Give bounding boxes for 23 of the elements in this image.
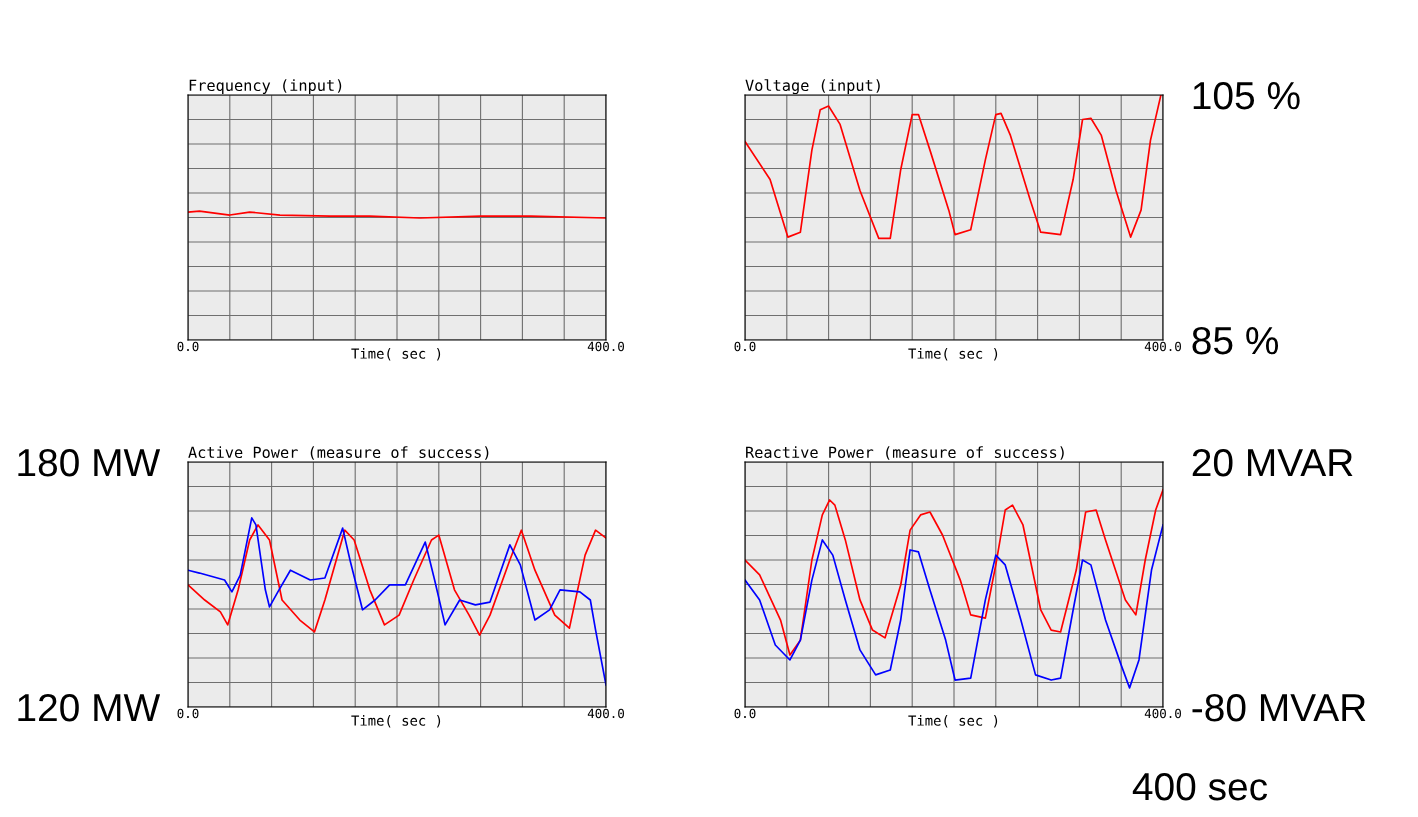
x-tick-label: 0.0 — [177, 708, 199, 719]
y-tick-label: -80 MVAR — [1192, 693, 1366, 722]
y-tick-label: 120 MW — [18, 693, 161, 722]
y-tick-label: 20 MVAR — [1192, 448, 1353, 477]
x-tick-label: 400.0 — [587, 708, 624, 719]
y-tick-label: 180 MW — [18, 448, 161, 477]
chart-title: Frequency (input) — [189, 79, 342, 95]
x-axis-title: Time( sec ) — [351, 715, 441, 728]
chart-title: Active Power (measure of success) — [188, 446, 489, 460]
x-axis-title: Time( sec ) — [908, 715, 998, 728]
y-tick-label: 105 % — [1193, 81, 1300, 110]
x-tick-label: 400.0 — [1144, 708, 1181, 719]
chart-title: Voltage (input) — [745, 79, 880, 95]
x-tick-label: 0.0 — [734, 341, 756, 352]
y-tick-label: 85 % — [1192, 326, 1279, 355]
x-tick-label: 400.0 — [587, 341, 624, 352]
x-tick-label: 0.0 — [177, 341, 199, 352]
x-tick-label: 400.0 — [1144, 341, 1181, 352]
chart-title: Reactive Power (measure of success) — [746, 446, 1064, 460]
x-axis-title: Time( sec ) — [908, 348, 998, 361]
x-axis-title: Time( sec ) — [351, 348, 441, 361]
text: 400 sec — [1132, 772, 1268, 801]
x-tick-label: 0.0 — [734, 708, 756, 719]
